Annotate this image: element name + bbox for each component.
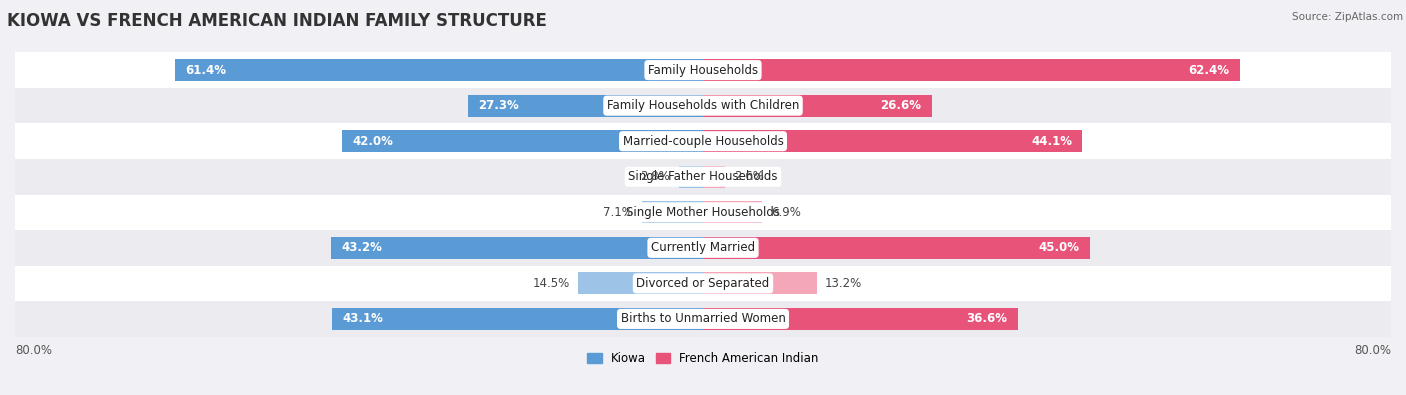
Text: Single Father Households: Single Father Households: [628, 170, 778, 183]
Legend: Kiowa, French American Indian: Kiowa, French American Indian: [582, 348, 824, 370]
Bar: [332, 308, 703, 330]
Bar: [703, 95, 932, 117]
Text: Single Mother Households: Single Mother Households: [626, 206, 780, 219]
Bar: [703, 272, 817, 294]
Bar: [703, 201, 762, 223]
Bar: [15, 194, 1391, 230]
Text: 42.0%: 42.0%: [352, 135, 394, 148]
Text: Family Households with Children: Family Households with Children: [607, 99, 799, 112]
Text: 36.6%: 36.6%: [966, 312, 1008, 325]
Text: 45.0%: 45.0%: [1039, 241, 1080, 254]
Text: 80.0%: 80.0%: [1354, 344, 1391, 357]
Bar: [643, 201, 703, 223]
Bar: [15, 265, 1391, 301]
Text: 62.4%: 62.4%: [1188, 64, 1229, 77]
Text: 26.6%: 26.6%: [880, 99, 921, 112]
Bar: [15, 88, 1391, 123]
Text: Currently Married: Currently Married: [651, 241, 755, 254]
Bar: [703, 59, 1240, 81]
Bar: [703, 237, 1090, 259]
Bar: [578, 272, 703, 294]
Bar: [174, 59, 703, 81]
Text: 61.4%: 61.4%: [186, 64, 226, 77]
Text: 80.0%: 80.0%: [15, 344, 52, 357]
Bar: [342, 130, 703, 152]
Bar: [679, 166, 703, 188]
Bar: [703, 166, 725, 188]
Text: 7.1%: 7.1%: [603, 206, 633, 219]
Text: 14.5%: 14.5%: [533, 277, 569, 290]
Bar: [15, 123, 1391, 159]
Bar: [703, 308, 1018, 330]
Text: Births to Unmarried Women: Births to Unmarried Women: [620, 312, 786, 325]
Text: Divorced or Separated: Divorced or Separated: [637, 277, 769, 290]
Text: 43.2%: 43.2%: [342, 241, 382, 254]
Text: Family Households: Family Households: [648, 64, 758, 77]
Text: 6.9%: 6.9%: [770, 206, 801, 219]
Text: Married-couple Households: Married-couple Households: [623, 135, 783, 148]
Bar: [15, 230, 1391, 265]
Bar: [15, 159, 1391, 194]
Text: 2.6%: 2.6%: [734, 170, 763, 183]
Text: 43.1%: 43.1%: [343, 312, 384, 325]
Text: Source: ZipAtlas.com: Source: ZipAtlas.com: [1292, 12, 1403, 22]
Text: 13.2%: 13.2%: [825, 277, 862, 290]
Text: 2.8%: 2.8%: [641, 170, 671, 183]
Text: 27.3%: 27.3%: [478, 99, 519, 112]
Bar: [15, 301, 1391, 337]
Bar: [468, 95, 703, 117]
Bar: [332, 237, 703, 259]
Bar: [15, 52, 1391, 88]
Text: 44.1%: 44.1%: [1031, 135, 1071, 148]
Bar: [703, 130, 1083, 152]
Text: KIOWA VS FRENCH AMERICAN INDIAN FAMILY STRUCTURE: KIOWA VS FRENCH AMERICAN INDIAN FAMILY S…: [7, 12, 547, 30]
